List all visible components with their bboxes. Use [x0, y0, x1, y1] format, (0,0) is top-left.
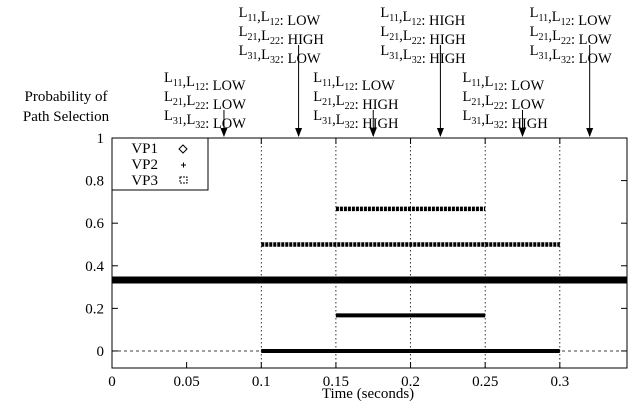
legend-label-vp2: VP2 [131, 157, 158, 173]
y-tick-label-1: 0.2 [85, 301, 104, 317]
phase-annotation-5-arrow-head [586, 128, 594, 137]
phase-annotation-3-row-0: L11,L12: HIGH [380, 5, 465, 29]
legend-dot-icon [181, 162, 186, 168]
phase-annotation-3-row-1: L21,L22: HIGH [380, 24, 466, 48]
phase-annotation-0-row-2: L31,L32: LOW [164, 108, 246, 132]
y-tick-label-2: 0.4 [85, 259, 104, 275]
x-tick-label-1: 0.05 [174, 374, 200, 390]
y-tick-label-0: 0 [97, 344, 105, 360]
y-tick-label-5: 1 [97, 131, 105, 147]
phase-annotation-4-row-2: L31,L32: HIGH [463, 108, 549, 132]
phase-annotation-5-row-1: L21,L22: LOW [530, 24, 612, 48]
phase-annotation-4-arrow-head [519, 128, 527, 137]
y-tick-label-4: 0.8 [85, 174, 104, 190]
phase-annotation-3-row-2: L31,L32: HIGH [380, 43, 466, 67]
phase-annotation-1-row-1: L21,L22: HIGH [239, 24, 325, 48]
x-tick-label-0: 0 [108, 374, 116, 390]
legend-label-vp3: VP3 [131, 173, 158, 189]
phase-annotation-2-row-1: L21,L22: HIGH [313, 89, 399, 113]
grid-layer [112, 138, 627, 368]
phase-annotation-4-row-1: L21,L22: LOW [463, 89, 545, 113]
y-tick-label-3: 0.6 [85, 216, 104, 232]
phase-annotation-2-row-2: L31,L32: HIGH [313, 108, 399, 132]
phase-annotation-1-row-0: L11,L12: LOW [239, 5, 321, 29]
plot-frame [111, 137, 628, 369]
phase-annotation-4-row-0: L11,L12: LOW [463, 70, 545, 94]
y-axis-label-line-1: Probability of [25, 89, 108, 105]
y-axis-label-line-2: Path Selection [23, 109, 110, 125]
phase-annotation-1-arrow-head [295, 128, 303, 137]
phase-annotation-2-row-0: L11,L12: LOW [313, 70, 395, 94]
phase-annotation-5-row-2: L31,L32: LOW [530, 43, 612, 67]
phase-annotation-2-arrow-head [369, 128, 377, 137]
ticks-layer: 0 0.05 0.1 0.15 0.2 0.25 0.3 0 0.2 0.4 0.6 0.8 1 [85, 131, 627, 390]
legend-label-vp1: VP1 [131, 141, 158, 157]
legend-square-icon [179, 176, 188, 184]
legend-diamond-icon [178, 144, 188, 154]
x-tick-label-4: 0.2 [401, 374, 420, 390]
legend: VP1 VP2 VP3 [111, 137, 209, 191]
phase-annotation-0-row-1: L21,L22: LOW [164, 89, 246, 113]
phase-annotation-3-arrow-head [436, 128, 444, 137]
x-tick-label-3: 0.15 [323, 374, 349, 390]
phase-annotation-5-row-0: L11,L12: LOW [530, 5, 612, 29]
phase-annotation-0-arrow-head [220, 128, 228, 137]
x-axis-label: Time (seconds) [322, 386, 414, 402]
marks-layer [112, 206, 627, 353]
legend-box [111, 137, 209, 191]
phase-annotation-0-row-0: L11,L12: LOW [164, 70, 246, 94]
x-tick-label-2: 0.1 [252, 374, 271, 390]
x-tick-label-6: 0.3 [550, 374, 569, 390]
x-tick-label-5: 0.25 [472, 374, 498, 390]
phase-annotation-1-row-2: L31,L32: LOW [239, 43, 321, 67]
